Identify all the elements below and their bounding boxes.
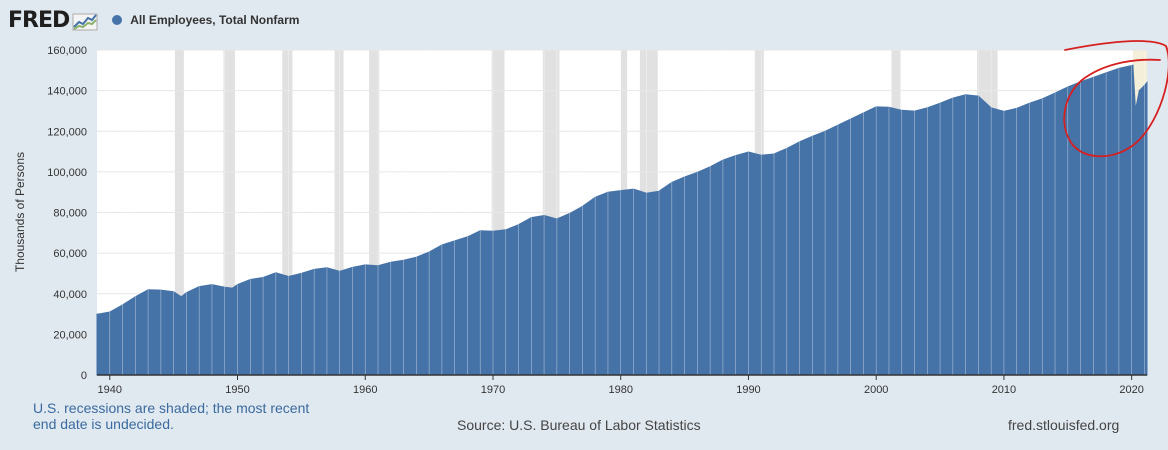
x-tick-label: 1990 bbox=[736, 384, 760, 396]
data-point bbox=[1146, 81, 1148, 84]
data-point bbox=[231, 287, 234, 289]
source-text: Source: U.S. Bureau of Labor Statistics bbox=[457, 417, 701, 433]
data-point bbox=[1132, 64, 1134, 66]
y-tick-label: 120,000 bbox=[47, 126, 87, 138]
legend-swatch bbox=[112, 15, 123, 25]
y-tick-label: 100,000 bbox=[47, 167, 87, 179]
x-tick-label: 1940 bbox=[98, 384, 122, 396]
data-point bbox=[180, 296, 182, 298]
legend-label: All Employees, Total Nonfarm bbox=[130, 13, 300, 27]
data-point bbox=[1134, 109, 1137, 111]
data-point bbox=[1138, 90, 1140, 92]
red-circle-annotation bbox=[1063, 40, 1168, 158]
x-tick-label: 1970 bbox=[481, 384, 505, 396]
x-tick-label: 1980 bbox=[608, 384, 632, 396]
y-tick-label: 40,000 bbox=[53, 289, 87, 301]
y-tick-label: 160,000 bbox=[47, 45, 87, 57]
site-link[interactable]: fred.stlouisfed.org bbox=[1008, 417, 1120, 433]
x-tick-label: 2020 bbox=[1119, 384, 1143, 396]
recession-note: U.S. recessions are shaded; the most rec… bbox=[33, 400, 310, 432]
data-area bbox=[96, 50, 1148, 376]
fred-logo-graph-icon bbox=[72, 13, 98, 31]
x-tick-label: 1950 bbox=[225, 384, 249, 396]
y-tick-label: 20,000 bbox=[53, 329, 87, 341]
x-tick-label: 2000 bbox=[864, 384, 888, 396]
y-tick-label: 60,000 bbox=[53, 248, 87, 260]
y-tick-label: 80,000 bbox=[53, 208, 87, 220]
legend: All Employees, Total Nonfarm bbox=[112, 13, 299, 27]
chart-header: FRED All Employees, Total Nonfarm bbox=[8, 6, 299, 34]
hand-drawn-annotation bbox=[1063, 40, 1168, 158]
data-point bbox=[96, 313, 98, 315]
y-tick-label: 0 bbox=[81, 370, 87, 382]
y-tick-label: 140,000 bbox=[47, 86, 87, 98]
x-tick-label: 1960 bbox=[353, 384, 377, 396]
x-tick-label: 2010 bbox=[992, 384, 1016, 396]
fred-logo[interactable]: FRED bbox=[8, 7, 70, 33]
axes: 0 20,000 40,000 60,000 80,000 100,000 120,000 1… bbox=[47, 45, 1147, 396]
